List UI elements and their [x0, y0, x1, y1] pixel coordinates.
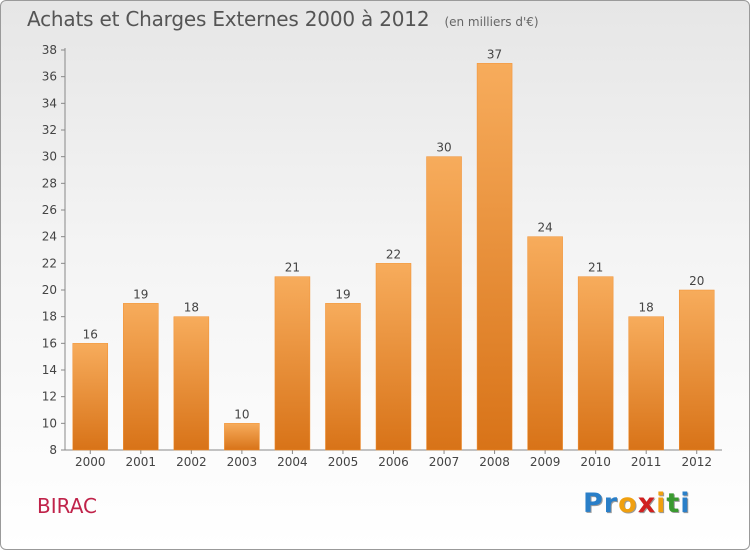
y-tick-label: 38: [42, 43, 57, 57]
bar-2005: [325, 303, 361, 451]
bar-value-label: 21: [285, 261, 300, 275]
bar-value-label: 19: [133, 287, 148, 301]
y-tick-label: 18: [42, 310, 57, 324]
y-tick-label: 12: [42, 390, 57, 404]
bar-2012: [678, 289, 715, 451]
y-tick-label: 34: [42, 96, 57, 110]
x-tick-label: 2006: [378, 455, 409, 469]
logo-letter: i: [656, 488, 667, 519]
x-tick-label: 2004: [277, 455, 308, 469]
x-tick-label: 2008: [479, 455, 510, 469]
chart-title-row: Achats et Charges Externes 2000 à 2012 (…: [27, 7, 539, 31]
y-tick-label: 24: [42, 230, 57, 244]
y-tick-label: 32: [42, 123, 57, 137]
x-tick-label: 2011: [631, 455, 662, 469]
x-tick-label: 2000: [75, 455, 106, 469]
bar-2008: [476, 63, 513, 451]
bar-2007: [426, 156, 462, 451]
bar-value-label: 22: [386, 247, 401, 261]
y-tick-label: 8: [49, 443, 57, 457]
bar-value-label: 16: [83, 327, 98, 341]
logo-letter: x: [637, 488, 657, 519]
bar-value-label: 10: [234, 407, 249, 421]
bar-value-label: 19: [335, 287, 350, 301]
chart-subtitle: (en milliers d'€): [444, 15, 539, 29]
bar-value-label: 18: [639, 301, 654, 315]
y-tick-label: 10: [42, 416, 57, 430]
town-name: BIRAC: [37, 494, 97, 518]
x-tick-label: 2002: [176, 455, 207, 469]
bar-2003: [224, 423, 260, 451]
bar-value-label: 37: [487, 47, 502, 61]
y-tick-label: 22: [42, 256, 57, 270]
x-tick-label: 2003: [227, 455, 258, 469]
bar-value-label: 30: [436, 141, 451, 155]
logo-letter: t: [666, 488, 681, 519]
bar-2009: [527, 236, 563, 451]
y-tick-label: 26: [42, 203, 57, 217]
bar-2001: [123, 303, 159, 451]
y-tick-label: 16: [42, 336, 57, 350]
bar-value-label: 20: [689, 274, 704, 288]
logo-letter: r: [603, 488, 619, 519]
bar-2002: [173, 316, 210, 451]
logo-letter: o: [618, 488, 638, 519]
y-tick-label: 14: [42, 363, 57, 377]
logo-letter: P: [583, 488, 604, 519]
y-tick-label: 36: [42, 70, 57, 84]
bar-value-label: 24: [537, 221, 552, 235]
y-tick-label: 30: [42, 150, 57, 164]
y-tick-label: 28: [42, 176, 57, 190]
x-tick-label: 2009: [530, 455, 561, 469]
y-tick-label: 20: [42, 283, 57, 297]
proxiti-logo: Proxiti: [583, 488, 691, 519]
chart-title: Achats et Charges Externes 2000 à 2012: [27, 7, 430, 31]
x-tick-label: 2007: [429, 455, 460, 469]
bar-value-label: 21: [588, 261, 603, 275]
bar-value-label: 18: [184, 301, 199, 315]
bar-2010: [577, 276, 614, 451]
bar-2006: [375, 263, 412, 451]
x-tick-label: 2012: [681, 455, 712, 469]
x-tick-label: 2001: [126, 455, 157, 469]
bar-2004: [274, 276, 311, 451]
x-tick-label: 2005: [328, 455, 359, 469]
bar-2011: [628, 316, 664, 451]
bar-2000: [72, 343, 109, 451]
logo-letter: i: [680, 488, 691, 519]
x-tick-label: 2010: [580, 455, 611, 469]
